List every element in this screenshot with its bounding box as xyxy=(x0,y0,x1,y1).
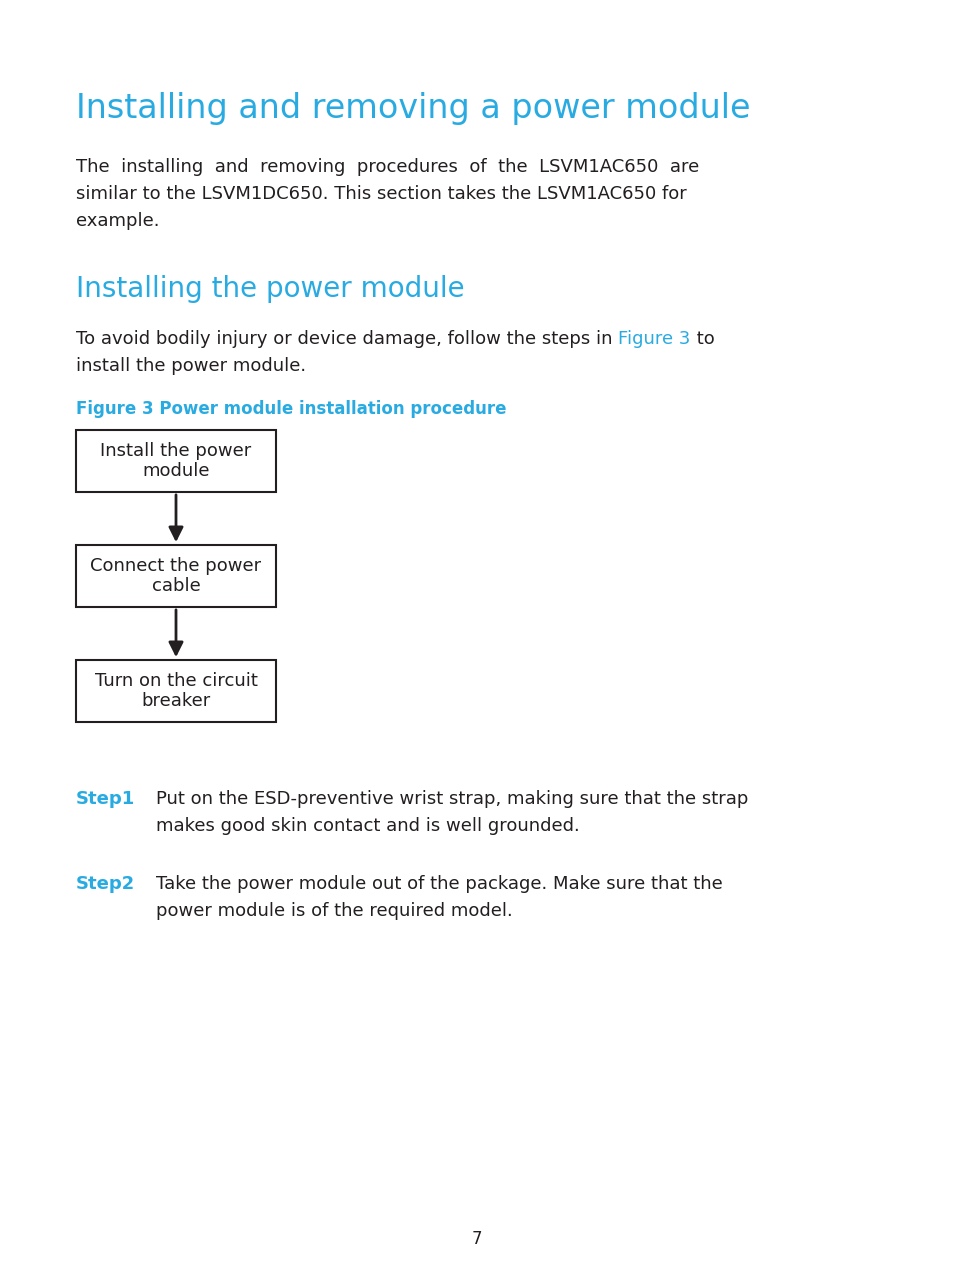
Text: Step2: Step2 xyxy=(76,874,135,894)
Text: power module is of the required model.: power module is of the required model. xyxy=(156,902,512,920)
Text: install the power module.: install the power module. xyxy=(76,357,306,375)
Text: similar to the LSVM1DC650. This section takes the LSVM1AC650 for: similar to the LSVM1DC650. This section … xyxy=(76,186,686,203)
Text: Connect the power
cable: Connect the power cable xyxy=(91,557,261,595)
Bar xyxy=(76,430,275,492)
Bar xyxy=(76,660,275,722)
Text: 7: 7 xyxy=(471,1230,482,1248)
Text: makes good skin contact and is well grounded.: makes good skin contact and is well grou… xyxy=(156,817,579,835)
Text: Installing and removing a power module: Installing and removing a power module xyxy=(76,92,750,125)
Text: The  installing  and  removing  procedures  of  the  LSVM1AC650  are: The installing and removing procedures o… xyxy=(76,158,699,175)
Text: Turn on the circuit
breaker: Turn on the circuit breaker xyxy=(94,671,257,710)
Text: Step1: Step1 xyxy=(76,791,135,808)
Text: To avoid bodily injury or device damage, follow the steps in: To avoid bodily injury or device damage,… xyxy=(76,330,618,348)
Bar xyxy=(76,545,275,608)
Text: to: to xyxy=(690,330,714,348)
Text: Install the power
module: Install the power module xyxy=(100,441,252,480)
Text: Figure 3 Power module installation procedure: Figure 3 Power module installation proce… xyxy=(76,400,506,418)
Text: Take the power module out of the package. Make sure that the: Take the power module out of the package… xyxy=(156,874,722,894)
Text: Installing the power module: Installing the power module xyxy=(76,275,464,302)
Text: Put on the ESD-preventive wrist strap, making sure that the strap: Put on the ESD-preventive wrist strap, m… xyxy=(156,791,747,808)
Text: Figure 3: Figure 3 xyxy=(618,330,690,348)
Text: example.: example. xyxy=(76,212,159,230)
